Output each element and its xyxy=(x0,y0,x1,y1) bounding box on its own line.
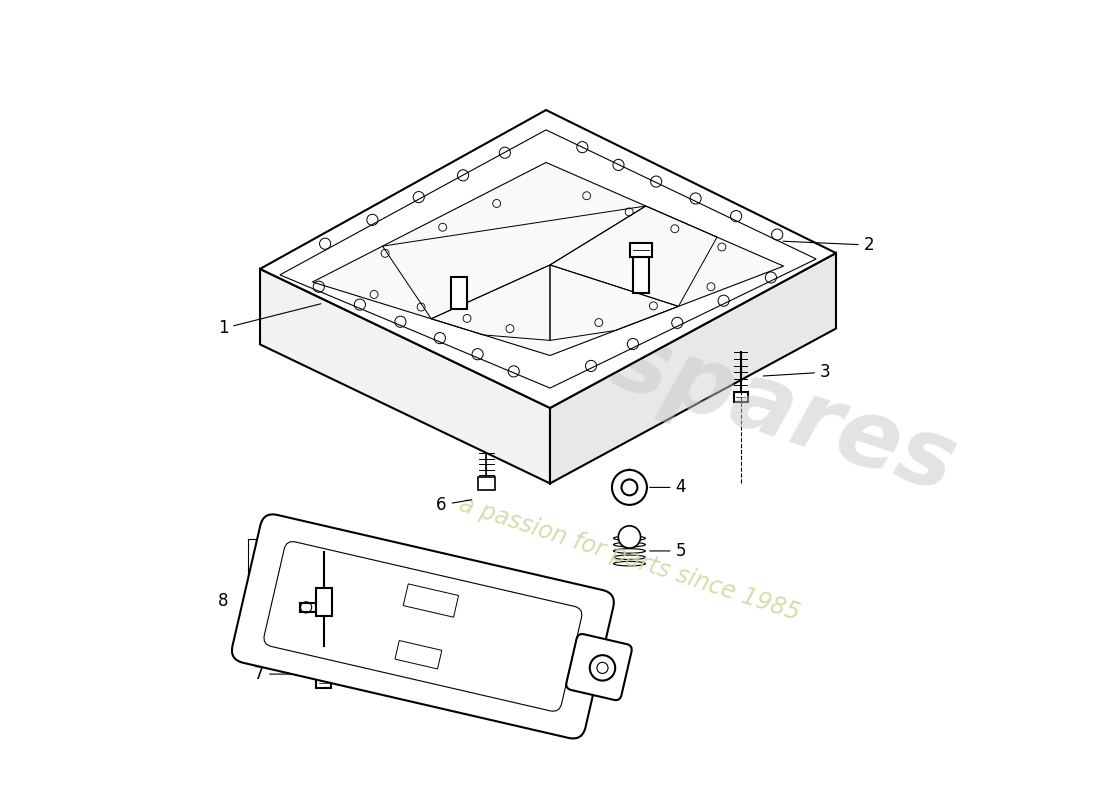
Ellipse shape xyxy=(614,555,646,559)
Bar xyxy=(395,641,442,669)
Bar xyxy=(477,477,495,490)
Text: 1: 1 xyxy=(218,304,321,338)
Text: a passion for parts since 1985: a passion for parts since 1985 xyxy=(456,492,803,626)
Text: 6: 6 xyxy=(437,496,472,514)
Text: 2: 2 xyxy=(783,236,874,254)
Ellipse shape xyxy=(614,562,646,566)
Ellipse shape xyxy=(614,536,646,541)
Circle shape xyxy=(618,526,640,548)
Circle shape xyxy=(612,470,647,505)
Circle shape xyxy=(312,566,334,588)
Bar xyxy=(451,277,466,309)
Bar xyxy=(630,242,652,257)
Circle shape xyxy=(311,526,337,552)
Bar xyxy=(734,392,748,402)
Text: 5: 5 xyxy=(650,542,686,560)
Polygon shape xyxy=(550,253,836,483)
Text: 4: 4 xyxy=(650,478,686,496)
Circle shape xyxy=(449,256,469,277)
Ellipse shape xyxy=(614,542,646,547)
Text: 7: 7 xyxy=(253,665,311,683)
Circle shape xyxy=(632,226,650,242)
Polygon shape xyxy=(260,269,550,483)
Circle shape xyxy=(621,479,637,495)
Polygon shape xyxy=(260,110,836,408)
Bar xyxy=(316,588,331,616)
Text: eurospares: eurospares xyxy=(371,240,968,512)
Text: 8: 8 xyxy=(218,591,229,610)
Text: 3: 3 xyxy=(763,363,830,381)
FancyBboxPatch shape xyxy=(232,514,614,738)
Bar xyxy=(404,584,459,617)
Circle shape xyxy=(590,655,615,681)
Ellipse shape xyxy=(614,549,646,553)
FancyBboxPatch shape xyxy=(566,634,631,700)
Polygon shape xyxy=(312,162,783,355)
Bar xyxy=(317,678,331,687)
Bar xyxy=(634,257,649,293)
